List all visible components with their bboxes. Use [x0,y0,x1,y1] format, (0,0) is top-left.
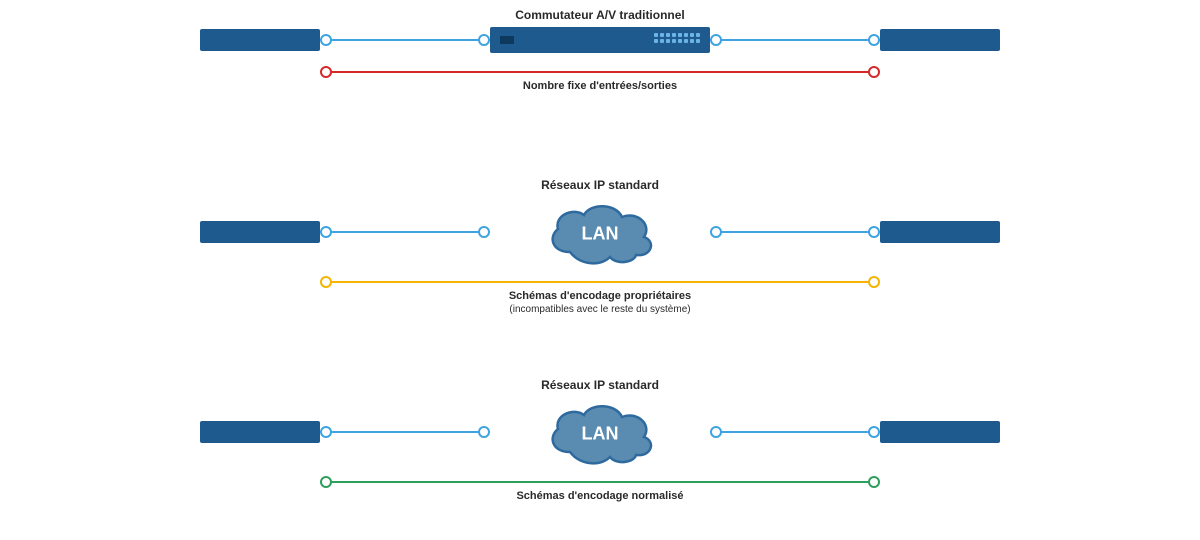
connector-endpoint [868,476,880,488]
cloud-label: LAN [540,424,660,445]
connector-line [716,431,874,433]
switch-port [500,36,514,44]
connector-endpoint [868,66,880,78]
connector-endpoint [320,476,332,488]
connector-line [716,39,874,41]
device-box [880,221,1000,243]
row-caption: Nombre fixe d'entrées/sorties [0,80,1200,92]
connector-endpoint [868,276,880,288]
row-caption: Schémas d'encodage normalisé [0,490,1200,502]
connector-line [326,39,484,41]
connector-endpoint [868,426,880,438]
connector-endpoint [710,426,722,438]
connector-endpoint [868,34,880,46]
row-caption: Schémas d'encodage propriétaires [0,290,1200,302]
switch-leds [654,33,700,43]
connector-line [326,481,874,483]
connector-endpoint [320,66,332,78]
row-title: Réseaux IP standard [0,178,1200,192]
connector-endpoint [710,226,722,238]
row-subcaption: (incompatibles avec le reste du système) [0,304,1200,315]
connector-endpoint [868,226,880,238]
device-box [200,29,320,51]
device-box [880,421,1000,443]
connector-line [326,281,874,283]
av-switch [490,27,710,53]
cloud-label: LAN [540,224,660,245]
connector-line [326,71,874,73]
connector-endpoint [320,34,332,46]
row-title: Commutateur A/V traditionnel [0,8,1200,22]
lan-cloud: LAN [540,397,660,467]
connector-endpoint [320,426,332,438]
connector-line [326,231,484,233]
connector-endpoint [478,34,490,46]
connector-endpoint [320,226,332,238]
device-box [200,421,320,443]
device-box [200,221,320,243]
row-title: Réseaux IP standard [0,378,1200,392]
connector-endpoint [710,34,722,46]
connector-line [716,231,874,233]
connector-line [326,431,484,433]
lan-cloud: LAN [540,197,660,267]
device-box [880,29,1000,51]
connector-endpoint [478,426,490,438]
connector-endpoint [320,276,332,288]
connector-endpoint [478,226,490,238]
